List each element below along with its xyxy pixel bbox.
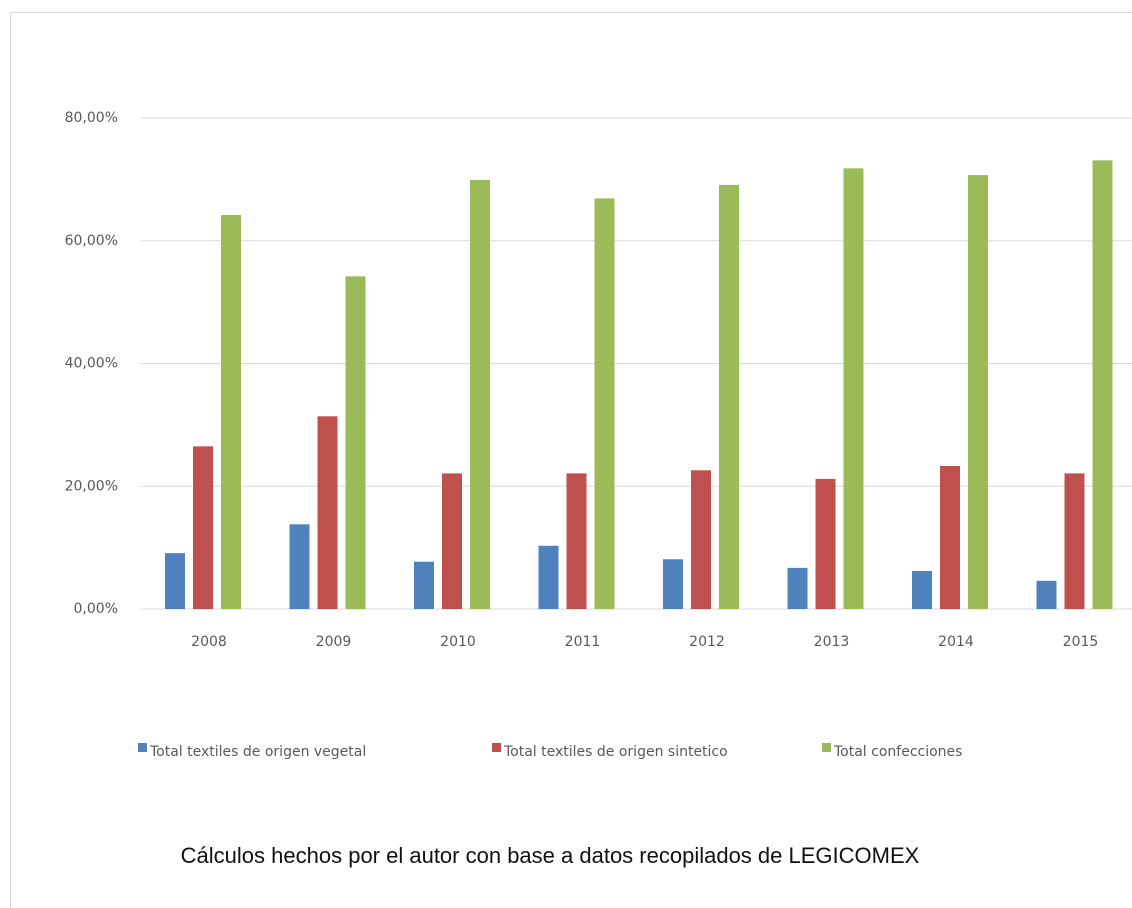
y-tick-label: 60,00%: [65, 233, 118, 249]
legend-swatch: [822, 743, 831, 752]
bar: [1064, 473, 1085, 609]
legend-label: Total textiles de origen vegetal: [149, 744, 366, 760]
x-tick-label: 2014: [938, 634, 974, 650]
bar: [317, 416, 338, 609]
bar: [566, 473, 587, 609]
x-tick-label: 2012: [689, 634, 725, 650]
bar: [345, 276, 366, 609]
bar: [594, 198, 615, 609]
bar: [719, 184, 739, 609]
y-tick-label: 20,00%: [65, 478, 118, 494]
x-tick-label: 2010: [440, 634, 476, 650]
x-tick-label: 2009: [316, 634, 352, 650]
bar: [165, 553, 185, 609]
y-tick-label: 0,00%: [74, 601, 118, 617]
bar: [940, 465, 960, 609]
legend-label: Total confecciones: [833, 744, 962, 760]
y-tick-label: 80,00%: [65, 110, 118, 126]
chart-frame: [10, 12, 1132, 908]
x-tick-label: 2011: [565, 634, 601, 650]
bar: [193, 446, 213, 609]
bar: [968, 175, 988, 610]
y-tick-label: 40,00%: [65, 356, 118, 372]
legend-swatch: [138, 743, 147, 752]
bar: [912, 570, 932, 609]
bar: [414, 561, 434, 609]
x-tick-label: 2013: [814, 634, 850, 650]
legend-label: Total textiles de origen sintetico: [503, 744, 728, 760]
x-tick-label: 2015: [1063, 634, 1099, 650]
bar: [1092, 160, 1113, 609]
bar: [663, 559, 683, 609]
legend-swatch: [492, 743, 501, 752]
source-note: Cálculos hechos por el autor con base a …: [180, 843, 920, 868]
bar: [538, 545, 559, 609]
bar: [691, 470, 711, 609]
bar: [787, 567, 808, 609]
bar: [815, 478, 836, 609]
bar: [1036, 580, 1057, 609]
bar: [843, 168, 864, 609]
bar: [289, 524, 310, 609]
bar: [442, 473, 462, 609]
bar: [470, 179, 490, 609]
bar: [221, 214, 241, 609]
x-tick-label: 2008: [191, 634, 227, 650]
